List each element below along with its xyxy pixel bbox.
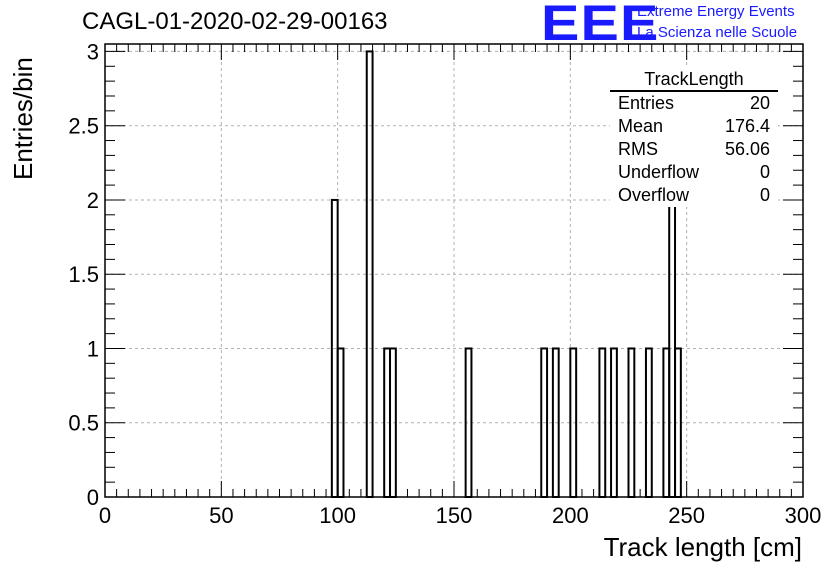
y-tick-label: 0	[87, 485, 99, 510]
eee-logo: EEE	[541, 0, 660, 51]
histogram-bar	[644, 347, 653, 498]
brand-line-2: La Scienza nelle Scuole	[637, 24, 798, 41]
histogram-bar	[464, 347, 473, 498]
stats-label: Underflow	[618, 162, 700, 182]
stats-value: 0	[759, 162, 770, 182]
y-tick-label: 0.5	[68, 411, 99, 436]
x-tick-label: 300	[785, 503, 822, 528]
brand-line-1: Extreme Energy Events	[637, 3, 795, 20]
stats-value: 176.4	[724, 116, 770, 136]
histogram-bar	[627, 347, 636, 498]
y-tick-label: 3	[87, 39, 99, 64]
x-tick-label: 200	[552, 503, 589, 528]
stats-label: Entries	[618, 93, 675, 113]
x-tick-label: 100	[319, 503, 356, 528]
histogram-bar	[610, 347, 618, 498]
stats-value: 56.06	[724, 139, 770, 159]
histogram-bar	[598, 347, 607, 498]
stats-label: RMS	[618, 139, 658, 159]
stats-label: Mean	[618, 116, 664, 136]
x-axis-label: Track length [cm]	[603, 532, 802, 562]
x-tick-label: 250	[668, 503, 705, 528]
x-tick-label: 50	[209, 503, 233, 528]
y-tick-label: 2.5	[68, 114, 99, 139]
stats-title: TrackLength	[610, 68, 778, 92]
stats-row-entries: Entries 20	[610, 92, 778, 115]
y-tick-label: 1.5	[68, 262, 99, 287]
histogram-bar	[389, 347, 397, 498]
y-tick-label: 2	[87, 188, 99, 213]
stats-row-mean: Mean 176.4	[610, 115, 778, 138]
stats-row-rms: RMS 56.06	[610, 138, 778, 161]
stats-label: Overflow	[618, 185, 690, 205]
stats-value: 0	[759, 185, 770, 205]
stats-box: TrackLength Entries 20 Mean 176.4 RMS 56…	[610, 68, 778, 207]
y-axis-label: Entries/bin	[8, 57, 38, 180]
y-tick-label: 1	[87, 336, 99, 361]
x-tick-label: 0	[99, 503, 111, 528]
stats-value: 20	[749, 93, 770, 113]
stats-row-overflow: Overflow 0	[610, 184, 778, 207]
x-tick-label: 150	[436, 503, 473, 528]
stats-row-underflow: Underflow 0	[610, 161, 778, 184]
chart-title: CAGL-01-2020-02-29-00163	[82, 8, 388, 35]
